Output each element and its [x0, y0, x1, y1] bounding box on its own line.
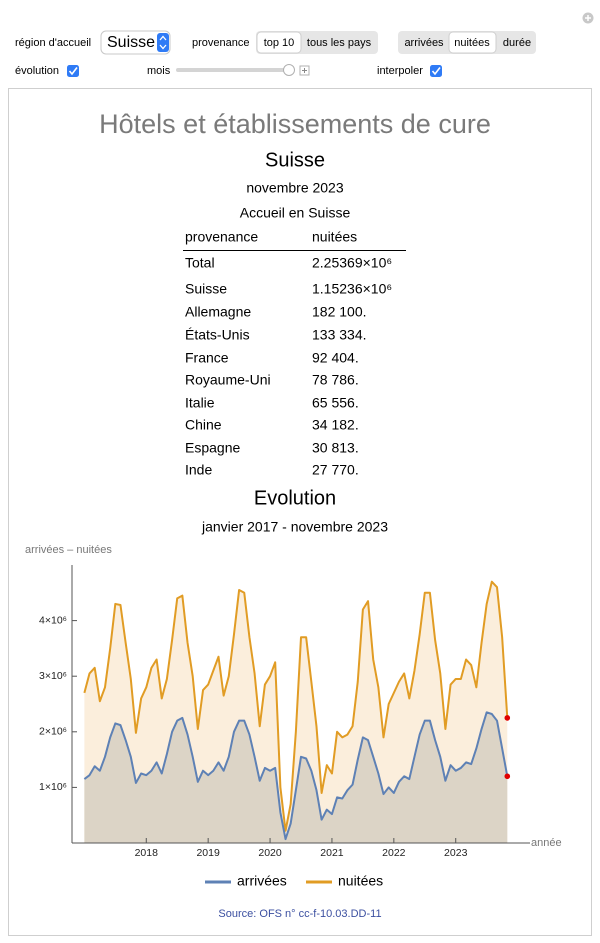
region-heading: Suisse	[265, 149, 325, 171]
option-button[interactable]: tous les pays	[307, 37, 372, 49]
row-value: 27 770.	[312, 462, 359, 478]
provenance-label: provenance	[192, 37, 250, 49]
row-label: États-Unis	[185, 327, 250, 343]
series-line	[83, 580, 509, 832]
series-line	[83, 711, 509, 841]
row-label: Suisse	[185, 281, 227, 297]
row-value: 133 334.	[312, 327, 367, 343]
evolution-checkbox[interactable]	[67, 65, 79, 77]
x-tick-label: 2019	[196, 847, 220, 859]
row-label: Inde	[185, 462, 212, 478]
row-label: Italie	[185, 395, 215, 411]
row-value: 1.15236×10⁶	[312, 281, 392, 297]
legend-label: nuitées	[338, 873, 383, 889]
x-tick-label: 2023	[444, 847, 468, 859]
option-button[interactable]: top 10	[256, 31, 302, 54]
chart-subtitle: janvier 2017 - novembre 2023	[201, 519, 388, 535]
y-tick-label: 2×10⁶	[39, 726, 67, 738]
title: Hôtels et établissements de cure	[99, 109, 491, 139]
row-label: Royaume-Uni	[185, 372, 271, 388]
option-label: durée	[503, 37, 531, 49]
row-value: 34 182.	[312, 417, 359, 433]
option-button[interactable]: durée	[503, 37, 531, 49]
option-label: nuitées	[454, 37, 490, 49]
end-marker	[504, 773, 511, 780]
area-fill	[84, 712, 508, 843]
region-select[interactable]: Suisse	[100, 30, 171, 55]
x-tick-label: 2022	[382, 847, 406, 859]
option-label: top 10	[264, 37, 295, 49]
row-value: 78 786.	[312, 372, 359, 388]
row-label: Espagne	[185, 440, 240, 456]
row-value: 92 404.	[312, 350, 359, 366]
interpolate-checkbox[interactable]	[430, 65, 442, 77]
interpolate-label: interpoler	[377, 65, 423, 77]
table-body: Total 2.25369×10⁶ Suisse 1.15236×10⁶ Allemag…	[185, 255, 392, 478]
period: novembre 2023	[246, 180, 344, 196]
region-value: Suisse	[107, 34, 155, 51]
row-label: Allemagne	[185, 304, 251, 320]
x-tick-label: 2018	[135, 847, 159, 859]
y-axis-label: arrivées – nuitées	[25, 544, 112, 556]
y-tick-label: 4×10⁶	[39, 614, 67, 626]
row-label: Total	[185, 255, 215, 271]
row-value: 65 556.	[312, 395, 359, 411]
end-marker	[504, 715, 511, 721]
x-tick-label: 2021	[320, 847, 344, 859]
legend-label: arrivées	[237, 873, 287, 889]
option-label: tous les pays	[307, 37, 372, 49]
column-header: provenance	[185, 229, 258, 245]
option-button[interactable]: nuitées	[448, 31, 497, 54]
table-caption: Accueil en Suisse	[240, 205, 351, 221]
option-label: arrivées	[404, 37, 444, 49]
column-header: nuitées	[312, 229, 357, 245]
row-value: 30 813.	[312, 440, 359, 456]
region-label: région d'accueil	[15, 37, 91, 49]
y-tick-label: 3×10⁶	[39, 670, 67, 682]
row-value: 2.25369×10⁶	[312, 255, 392, 271]
row-label: Chine	[185, 417, 222, 433]
month-slider[interactable]	[176, 64, 295, 76]
plot: 2018 2019 2020 2021 2022 2023 1×10⁶ 2×10⁶ 3×10⁶ 4…	[39, 565, 530, 859]
evolution-label: évolution	[15, 65, 59, 77]
y-tick-label: 1×10⁶	[39, 781, 67, 793]
slider-expand[interactable]	[299, 65, 310, 76]
row-label: France	[185, 350, 229, 366]
x-axis-label: année	[531, 837, 562, 849]
legend: arrivées nuitées	[205, 873, 383, 889]
row-value: 182 100.	[312, 304, 367, 320]
add-icon[interactable]	[582, 12, 594, 24]
option-button[interactable]: arrivées	[404, 37, 444, 49]
chart-title: Evolution	[254, 487, 336, 509]
month-label: mois	[147, 65, 171, 77]
x-tick-label: 2020	[258, 847, 282, 859]
source: Source: OFS n° cc-f-10.03.DD-11	[218, 908, 381, 920]
